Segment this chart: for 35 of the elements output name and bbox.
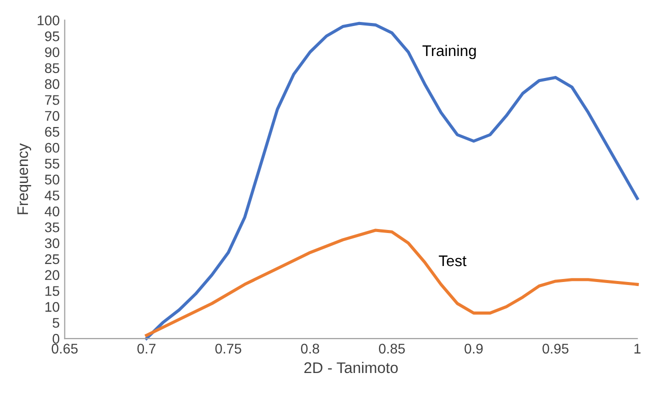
y-tick-label: 0: [52, 334, 60, 344]
y-tick-label: 35: [44, 222, 60, 232]
y-tick-label: 85: [44, 63, 60, 74]
y-tick-label: 30: [44, 238, 60, 248]
x-tick-label: 0.9: [464, 344, 483, 354]
x-tick-label: 0.95: [542, 344, 568, 354]
y-tick-label: 20: [45, 270, 60, 280]
y-tick-label: 100: [38, 15, 60, 26]
y-tick-label: 55: [44, 158, 60, 169]
y-tick-label: 25: [45, 254, 60, 264]
series-label: Test: [438, 256, 466, 266]
x-tick-label: 0.85: [378, 344, 405, 354]
x-tick-label: 0.75: [215, 344, 242, 354]
series-label: Training: [422, 44, 476, 60]
y-tick-label: 95: [45, 31, 60, 42]
y-tick-label: 5: [52, 318, 60, 328]
y-tick-label: 65: [45, 126, 60, 137]
line-series: [144, 22, 639, 340]
y-tick-label: 60: [45, 142, 60, 153]
y-tick-label: 90: [45, 47, 60, 58]
line-series: [144, 228, 639, 337]
x-tick-label: 0.8: [300, 344, 320, 354]
y-axis-title: Frequency: [17, 143, 32, 214]
y-tick-label: 50: [44, 174, 60, 185]
y-tick-label: 80: [44, 79, 60, 89]
x-tick-label: 0.65: [52, 344, 78, 354]
y-tick-label: 45: [44, 190, 60, 200]
y-tick-label: 75: [45, 95, 60, 105]
x-tick-label: 0.7: [137, 344, 156, 354]
x-tick-label: 1: [634, 344, 640, 354]
y-tick-label: 10: [45, 302, 60, 312]
x-axis-title: 2D - Tanimoto: [304, 362, 398, 374]
y-tick-label: 70: [45, 110, 60, 121]
y-tick-label: 40: [44, 206, 60, 216]
y-tick-label: 15: [45, 286, 60, 296]
